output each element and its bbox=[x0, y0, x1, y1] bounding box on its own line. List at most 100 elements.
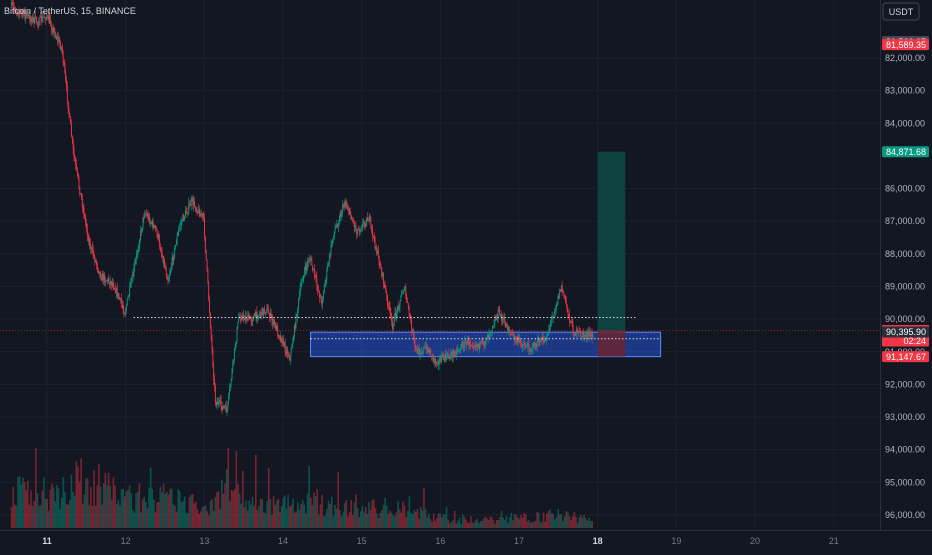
candle-body bbox=[215, 402, 217, 405]
candle-body bbox=[310, 259, 312, 260]
candle-body bbox=[85, 216, 87, 223]
volume-bar bbox=[400, 512, 403, 528]
candle-body bbox=[90, 247, 92, 250]
time-axis[interactable]: 11 12 13 14 15 16 17 18 19 20 21 bbox=[0, 530, 932, 547]
candle-body bbox=[14, 8, 16, 12]
volume-bar bbox=[371, 500, 374, 528]
candle-body bbox=[46, 16, 47, 20]
candle-body bbox=[219, 400, 220, 402]
candle-body bbox=[95, 260, 97, 262]
volume-bar bbox=[332, 515, 335, 528]
candle-body bbox=[413, 334, 415, 340]
volume-bars bbox=[10, 448, 593, 528]
candle-body bbox=[374, 236, 376, 249]
candle-body bbox=[477, 344, 479, 346]
volume-bar bbox=[515, 514, 517, 528]
volume-bar bbox=[188, 497, 191, 528]
symbol-title[interactable]: Bitcoin / TetherUS, 15, BINANCE bbox=[4, 6, 136, 16]
candle-body bbox=[444, 353, 446, 359]
volume-bar bbox=[199, 511, 202, 528]
candle-body bbox=[267, 307, 269, 311]
volume-bar bbox=[175, 511, 178, 528]
candle-body bbox=[137, 250, 139, 254]
volume-bar bbox=[167, 494, 170, 528]
volume-bar bbox=[78, 481, 81, 528]
candle-body bbox=[401, 293, 403, 296]
x-tick-label: 17 bbox=[514, 536, 524, 546]
volume-bar bbox=[250, 504, 252, 528]
candle-body bbox=[174, 244, 176, 247]
candle-body bbox=[96, 264, 98, 269]
candle-body bbox=[107, 278, 109, 281]
candle-body bbox=[238, 318, 240, 323]
candle-body bbox=[520, 339, 522, 343]
volume-bar bbox=[432, 513, 435, 528]
volume-bar bbox=[518, 519, 521, 528]
candle-body bbox=[41, 16, 43, 22]
volume-bar bbox=[254, 454, 257, 528]
candle-body bbox=[475, 344, 477, 348]
x-tick-label: 11 bbox=[42, 536, 52, 546]
candle-body bbox=[288, 355, 289, 357]
candle-body bbox=[169, 274, 171, 279]
candle-body bbox=[312, 265, 314, 270]
x-tick-label: 13 bbox=[199, 536, 209, 546]
volume-bar bbox=[305, 513, 307, 528]
candle-body bbox=[66, 86, 68, 102]
volume-bar bbox=[258, 506, 260, 528]
volume-bar bbox=[424, 509, 427, 528]
candle-body bbox=[313, 268, 314, 270]
volume-bar bbox=[575, 516, 577, 528]
candle-body bbox=[308, 261, 309, 263]
candle-body bbox=[507, 329, 509, 331]
candle-body bbox=[76, 164, 77, 169]
annotation-lines[interactable] bbox=[0, 316, 880, 340]
candle-body bbox=[543, 340, 545, 342]
candle-body bbox=[242, 313, 244, 316]
candle-body bbox=[348, 207, 350, 212]
volume-bar bbox=[196, 509, 199, 528]
candle-body bbox=[222, 405, 224, 410]
badge-81589-label: 81,589.35 bbox=[886, 40, 926, 50]
candle-body bbox=[490, 331, 492, 334]
candle-body bbox=[196, 209, 198, 214]
volume-bar bbox=[439, 513, 441, 528]
candle-body bbox=[469, 344, 471, 346]
candle-body bbox=[230, 379, 232, 386]
candle-body bbox=[115, 287, 117, 294]
candle-body bbox=[174, 246, 176, 258]
candle-body bbox=[458, 349, 460, 351]
candle-body bbox=[298, 299, 299, 309]
candle-body bbox=[546, 333, 548, 340]
y-tick-label: 88,000.00 bbox=[885, 249, 925, 259]
volume-bar bbox=[248, 500, 251, 528]
currency-button[interactable]: USDT bbox=[882, 2, 920, 21]
candle-body bbox=[342, 204, 344, 208]
candle-body bbox=[562, 290, 564, 293]
candle-body bbox=[587, 332, 589, 334]
candle-body bbox=[547, 332, 549, 334]
volume-bar bbox=[180, 502, 183, 528]
candle-body bbox=[589, 331, 591, 337]
volume-bar bbox=[230, 489, 233, 528]
volume-bar bbox=[581, 517, 584, 528]
candle-body bbox=[415, 346, 417, 350]
candle-body bbox=[495, 318, 497, 320]
volume-bar bbox=[415, 511, 417, 528]
annotation-zones[interactable] bbox=[310, 151, 662, 358]
candle-body bbox=[304, 266, 306, 272]
candle-body bbox=[125, 311, 126, 315]
candle-body bbox=[404, 287, 406, 290]
candle-body bbox=[383, 283, 385, 285]
volume-bar bbox=[356, 508, 359, 528]
grid bbox=[0, 0, 880, 530]
candle-body bbox=[480, 341, 482, 342]
candle-body bbox=[393, 316, 395, 326]
volume-bar bbox=[182, 500, 184, 528]
volume-bar bbox=[127, 490, 129, 528]
volume-bar bbox=[35, 448, 37, 528]
y-tick-label: 95,000.00 bbox=[885, 477, 925, 487]
volume-bar bbox=[306, 493, 309, 528]
volume-bar bbox=[211, 499, 213, 528]
